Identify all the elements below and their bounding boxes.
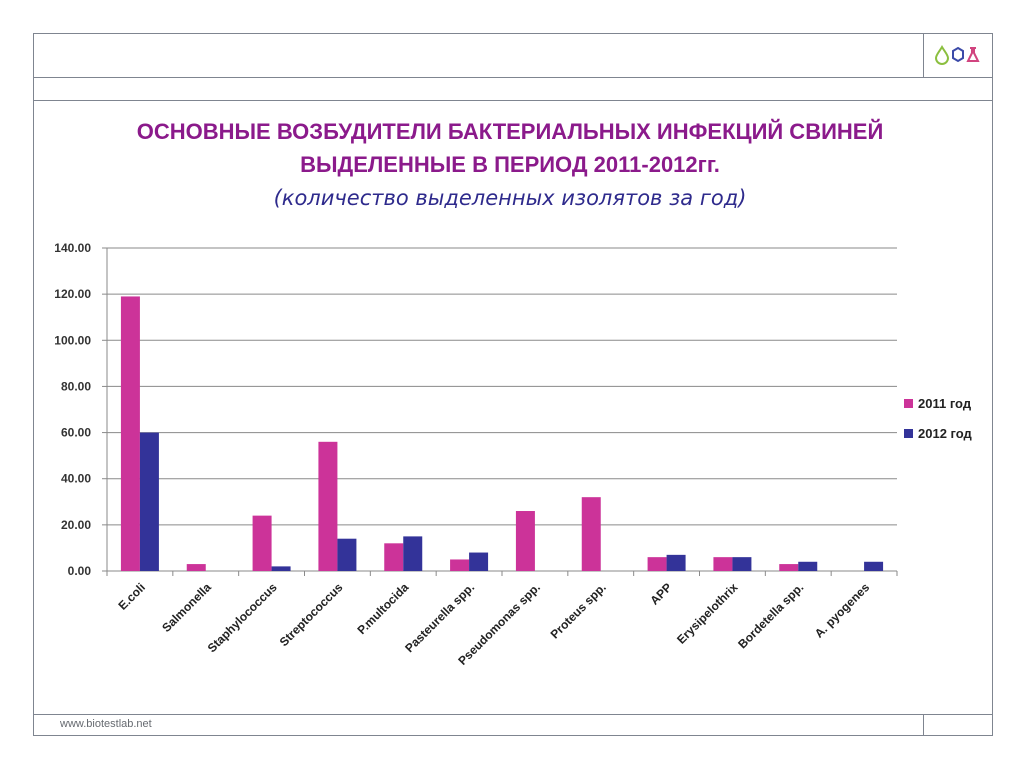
bar-2012 bbox=[337, 538, 357, 571]
x-tick-label: Salmonella bbox=[159, 580, 214, 635]
y-tick-label: 0.00 bbox=[68, 564, 92, 578]
y-tick-label: 100.00 bbox=[54, 333, 91, 347]
legend-label: 2011 год bbox=[918, 396, 972, 411]
x-tick-label: Bordetella spp. bbox=[735, 580, 806, 651]
legend-swatch bbox=[904, 399, 913, 408]
y-tick-label: 140.00 bbox=[54, 241, 91, 255]
bar-2012 bbox=[403, 536, 423, 571]
bar-2012 bbox=[864, 561, 884, 571]
x-tick-label: APP bbox=[647, 580, 674, 607]
frame-footer-divider bbox=[33, 714, 993, 715]
frame-header-divider-2 bbox=[33, 100, 993, 101]
y-tick-label: 60.00 bbox=[61, 426, 91, 440]
y-tick-label: 120.00 bbox=[54, 287, 91, 301]
bar-2011 bbox=[515, 511, 535, 571]
bar-2011 bbox=[647, 557, 667, 571]
bar-2011 bbox=[186, 564, 206, 571]
page-subtitle: (количество выделенных изолятов за год) bbox=[273, 186, 747, 210]
x-tick-label: A. pyogenes bbox=[812, 580, 873, 641]
bar-2011 bbox=[581, 497, 601, 571]
legend-swatch bbox=[904, 429, 913, 438]
x-tick-label: P.multocida bbox=[354, 580, 411, 637]
bar-2012 bbox=[798, 561, 818, 571]
frame-header-divider bbox=[33, 77, 993, 78]
frame-logo-divider bbox=[923, 33, 924, 78]
bar-2012 bbox=[271, 566, 291, 571]
y-tick-label: 80.00 bbox=[61, 379, 91, 393]
bar-2011 bbox=[318, 441, 338, 571]
bar-2012 bbox=[732, 557, 752, 571]
x-tick-label: E.coli bbox=[116, 580, 149, 613]
bar-2012 bbox=[139, 432, 159, 571]
x-tick-label: Staphylococcus bbox=[205, 580, 280, 655]
page-title-line2: ВЫДЕЛЕННЫЕ В ПЕРИОД 2011-2012гг. bbox=[300, 152, 720, 177]
frame-bottom bbox=[33, 735, 993, 736]
frame-left bbox=[33, 33, 34, 736]
hexagon-logo-icon bbox=[952, 46, 964, 63]
frame-top bbox=[33, 33, 993, 34]
bar-2011 bbox=[779, 564, 799, 571]
x-tick-label: Streptococcus bbox=[277, 580, 346, 649]
footer-url: www.biotestlab.net bbox=[60, 718, 152, 730]
y-tick-label: 20.00 bbox=[61, 518, 91, 532]
x-tick-label: Pasteurella spp. bbox=[402, 580, 477, 655]
bar-2011 bbox=[252, 515, 272, 571]
bar-2011 bbox=[120, 296, 140, 571]
x-tick-label: Erysipelothrix bbox=[674, 580, 741, 647]
bar-2011 bbox=[713, 557, 733, 571]
x-tick-label: Proteus spp. bbox=[548, 580, 609, 641]
frame-right bbox=[992, 33, 993, 736]
bar-2012 bbox=[666, 554, 686, 571]
lab-logo bbox=[934, 45, 980, 65]
bar-2011 bbox=[384, 543, 404, 571]
bar-2012 bbox=[469, 552, 489, 571]
page-title-line1: ОСНОВНЫЕ ВОЗБУДИТЕЛИ БАКТЕРИАЛЬНЫХ ИНФЕК… bbox=[136, 119, 884, 144]
drop-logo-icon bbox=[934, 45, 950, 65]
flask-logo-icon bbox=[966, 47, 980, 62]
y-tick-label: 40.00 bbox=[61, 472, 91, 486]
legend-label: 2012 год bbox=[918, 426, 973, 441]
frame-footer-box-divider bbox=[923, 714, 924, 736]
bar-2011 bbox=[450, 559, 470, 571]
